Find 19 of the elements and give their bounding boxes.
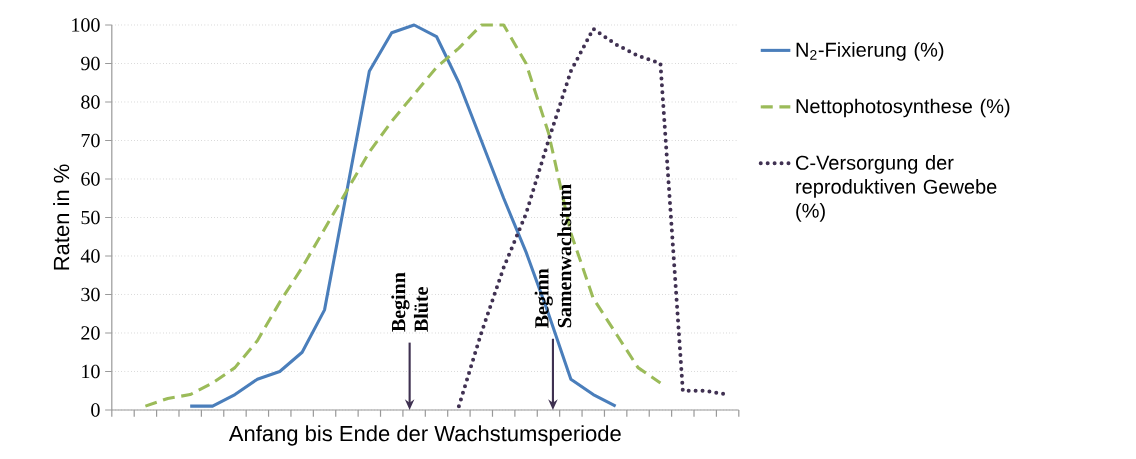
y-tick-label: 20 xyxy=(81,326,100,340)
legend-label: Nettophotosynthese (%) xyxy=(796,98,1010,118)
x-axis-title: Anfang bis Ende der Wachstumsperiode xyxy=(228,425,621,446)
legend-label: C-Versorgung der reproduktiven Gewebe (%) xyxy=(796,155,997,222)
legend-label: N$_{2}$-Fixierung (%) xyxy=(796,42,944,61)
y-tick-label: 0 xyxy=(91,403,100,417)
annotation: Beginn Samenwachstum xyxy=(534,184,572,328)
annotation: Beginn Blüte xyxy=(391,272,429,332)
y-tick-label: 30 xyxy=(81,287,100,302)
line-series xyxy=(143,23,662,408)
y-tick-label: 10 xyxy=(82,364,100,379)
y-tick-label: 60 xyxy=(81,172,100,186)
y-axis-title: Raten in % xyxy=(53,164,70,270)
y-tick-label: 80 xyxy=(81,95,100,109)
y-tick-label: 90 xyxy=(81,56,100,71)
y-tick-label: 40 xyxy=(80,249,100,263)
y-tick-label: 50 xyxy=(81,210,100,225)
y-tick-label: 100 xyxy=(72,18,100,32)
y-tick-label: 70 xyxy=(81,133,100,148)
